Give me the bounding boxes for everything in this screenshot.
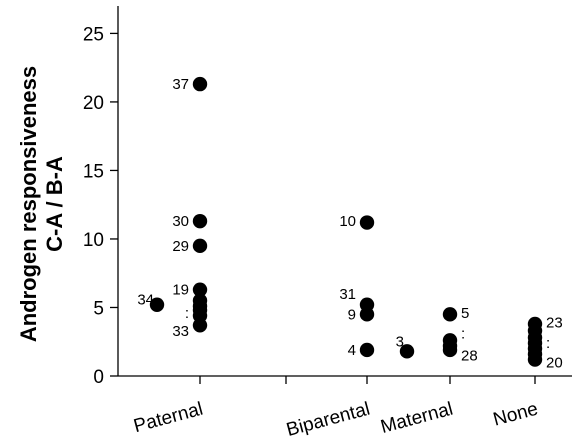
data-point <box>359 307 375 322</box>
data-point <box>442 342 458 358</box>
data-point <box>527 352 543 367</box>
point-annotation: 34 <box>137 291 154 308</box>
y-axis-label-line1: Androgen responsiveness <box>16 66 41 342</box>
data-point <box>192 213 208 229</box>
axes <box>117 6 572 377</box>
point-annotation: 10 <box>339 213 356 230</box>
point-annotation: 9 <box>348 306 356 323</box>
data-point <box>442 307 458 322</box>
data-point <box>192 76 208 92</box>
data-point <box>359 215 375 230</box>
point-annotation: 28 <box>461 347 478 364</box>
data-point <box>192 282 208 297</box>
x-ticks: Paternal Biparental Maternal None <box>131 376 540 441</box>
point-annotation: 3 <box>396 334 404 351</box>
point-annotation: 23 <box>546 315 563 332</box>
y-axis-label: Androgen responsiveness C-A / B-A <box>16 66 67 342</box>
y-ticks: 0 5 10 15 20 25 <box>83 24 118 388</box>
data-point <box>149 297 165 312</box>
y-tick-label: 0 <box>93 367 104 388</box>
point-annotation: 20 <box>546 354 563 371</box>
y-axis-label-line2: C-A / B-A <box>42 156 67 252</box>
data-point <box>399 344 415 359</box>
y-tick-label: 10 <box>83 230 104 251</box>
data-points <box>149 76 543 367</box>
data-point <box>192 318 208 333</box>
point-annotation: 4 <box>348 342 356 359</box>
point-annotation: 5 <box>461 305 469 322</box>
x-category-label: Biparental <box>284 399 372 441</box>
point-annotation: 30 <box>172 213 189 230</box>
y-tick-label: 15 <box>83 161 104 182</box>
y-tick-label: 5 <box>93 298 104 319</box>
x-category-label: Paternal <box>131 399 205 438</box>
point-annotation: 29 <box>172 238 189 255</box>
data-point <box>359 342 375 358</box>
point-annotation: 19 <box>172 282 189 299</box>
point-annotation: : <box>185 305 189 322</box>
x-category-label: Maternal <box>378 399 455 438</box>
point-annotation: : <box>461 326 465 343</box>
y-tick-label: 20 <box>83 93 104 114</box>
point-annotation: 31 <box>339 286 356 303</box>
point-annotation: 37 <box>172 76 189 93</box>
y-tick-label: 25 <box>83 24 104 45</box>
point-annotation: 33 <box>172 323 189 340</box>
data-point <box>192 238 208 254</box>
point-annotation: : <box>546 335 550 352</box>
x-category-label: None <box>491 399 540 431</box>
